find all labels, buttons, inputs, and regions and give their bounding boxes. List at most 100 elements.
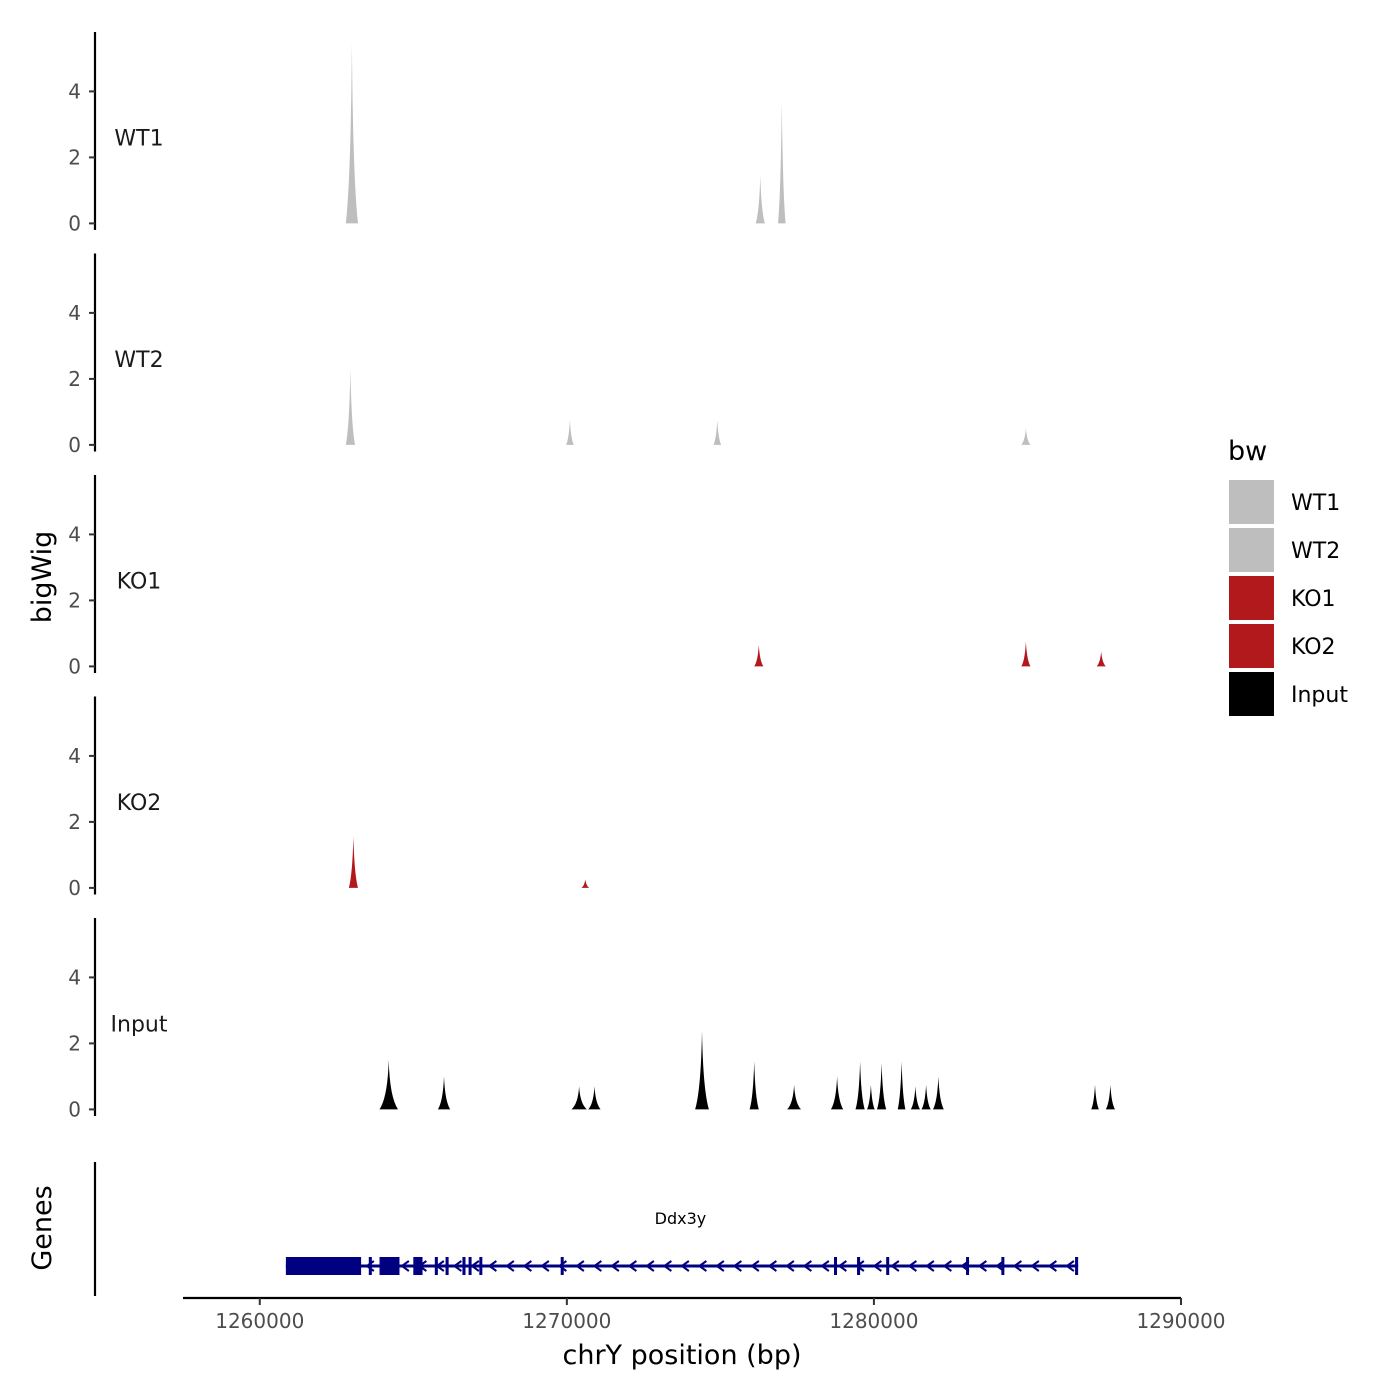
peak-input bbox=[830, 1076, 844, 1110]
peak-ko1 bbox=[1096, 651, 1106, 667]
y-tick-label-wt2: 0 bbox=[68, 433, 81, 457]
strand-arrow bbox=[1065, 1260, 1075, 1272]
gene-exon bbox=[1001, 1257, 1005, 1275]
y-tick-label-wt2: 4 bbox=[68, 301, 81, 325]
peak-wt1 bbox=[755, 175, 765, 224]
y-tick-label-input: 0 bbox=[68, 1097, 81, 1121]
y-tick-label-ko2: 0 bbox=[68, 876, 81, 900]
strand-arrow bbox=[1012, 1260, 1022, 1272]
y-tick-label-input: 2 bbox=[68, 1031, 81, 1055]
strand-arrow bbox=[470, 1260, 480, 1272]
strand-arrow bbox=[855, 1260, 865, 1272]
strand-arrow bbox=[487, 1260, 497, 1272]
track-label-input: Input bbox=[111, 1013, 168, 1038]
gene-exon bbox=[285, 1257, 362, 1275]
strand-arrow bbox=[785, 1260, 795, 1272]
peak-wt2 bbox=[345, 369, 355, 445]
strand-arrow bbox=[837, 1260, 847, 1272]
y-tick-label-ko2: 2 bbox=[68, 810, 81, 834]
gene-exon bbox=[368, 1257, 372, 1275]
strand-arrow bbox=[557, 1260, 567, 1272]
tracks-layer: 0 2 4 WT1 0 2 4 WT2 0 2 4 KO1 0 2 4 KO2 0 2 4 Input bbox=[68, 32, 1115, 1121]
y-tick-label-ko1: 2 bbox=[68, 588, 81, 612]
legend-key-input bbox=[1229, 672, 1274, 716]
strand-arrow bbox=[767, 1260, 777, 1272]
peak-input bbox=[1091, 1084, 1099, 1110]
gene-exon bbox=[479, 1257, 483, 1275]
track-ko2: 0 2 4 KO2 bbox=[68, 696, 590, 900]
x-tick-label: 1290000 bbox=[1136, 1309, 1225, 1333]
peak-input bbox=[1105, 1084, 1115, 1110]
peak-input bbox=[695, 1030, 709, 1110]
strand-arrow bbox=[505, 1260, 515, 1272]
peak-input bbox=[571, 1086, 587, 1110]
track-wt2: 0 2 4 WT2 bbox=[68, 253, 1031, 457]
y-tick-label-ko1: 0 bbox=[68, 654, 81, 678]
peak-input bbox=[921, 1084, 931, 1110]
strand-arrow bbox=[575, 1260, 585, 1272]
gene-exon bbox=[857, 1257, 861, 1275]
track-ko1: 0 2 4 KO1 bbox=[68, 475, 1106, 678]
y-axis-title: bigWig bbox=[27, 531, 58, 624]
peak-input bbox=[588, 1086, 601, 1110]
strand-arrow bbox=[942, 1260, 952, 1272]
strand-arrow bbox=[610, 1260, 620, 1272]
gene-exon bbox=[434, 1257, 438, 1275]
strand-arrow bbox=[732, 1260, 742, 1272]
y-tick-label-ko2: 4 bbox=[68, 744, 81, 768]
legend-key-ko1 bbox=[1229, 576, 1274, 620]
x-axis-title: chrY position (bp) bbox=[562, 1340, 801, 1371]
track-label-ko1: KO1 bbox=[117, 570, 162, 595]
peak-wt2 bbox=[713, 420, 722, 445]
gene-exon bbox=[966, 1257, 970, 1275]
gene-exon bbox=[379, 1257, 400, 1275]
gene-exon bbox=[445, 1257, 449, 1275]
peak-input bbox=[855, 1061, 865, 1110]
peak-wt2 bbox=[566, 420, 574, 445]
gene-exon bbox=[1075, 1257, 1079, 1275]
strand-arrow bbox=[645, 1260, 655, 1272]
peak-input bbox=[787, 1084, 801, 1110]
legend-label-input: Input bbox=[1291, 683, 1348, 708]
y-tick-label-wt1: 2 bbox=[68, 145, 81, 169]
y-tick-label-wt1: 0 bbox=[68, 211, 81, 235]
strand-arrow bbox=[925, 1260, 935, 1272]
peak-wt2 bbox=[1021, 428, 1031, 445]
legend-label-wt1: WT1 bbox=[1291, 491, 1340, 516]
legend-key-ko2 bbox=[1229, 624, 1274, 668]
strand-arrow bbox=[662, 1260, 672, 1272]
legend-title: bw bbox=[1228, 436, 1267, 467]
track-label-wt1: WT1 bbox=[114, 127, 163, 152]
strand-arrow bbox=[627, 1260, 637, 1272]
peak-ko1 bbox=[1021, 641, 1031, 667]
strand-arrow bbox=[1030, 1260, 1040, 1272]
x-tick-label: 1270000 bbox=[522, 1309, 611, 1333]
strand-arrow bbox=[977, 1260, 987, 1272]
gene-track: Ddx3y 1260000 1270000 1280000 1290000 bbox=[93, 1162, 1226, 1333]
track-label-wt2: WT2 bbox=[114, 348, 163, 373]
peak-input bbox=[867, 1084, 875, 1110]
gene-track-title: Genes bbox=[27, 1185, 58, 1270]
peak-input bbox=[910, 1086, 920, 1110]
strand-arrow bbox=[872, 1260, 882, 1272]
gene-exon bbox=[560, 1257, 564, 1275]
peak-wt1 bbox=[778, 101, 786, 224]
y-tick-label-wt2: 2 bbox=[68, 367, 81, 391]
peak-input bbox=[897, 1061, 906, 1110]
peak-input bbox=[933, 1076, 944, 1110]
x-tick-label: 1280000 bbox=[829, 1309, 918, 1333]
strand-arrow bbox=[522, 1260, 532, 1272]
track-input: 0 2 4 Input bbox=[68, 918, 1115, 1121]
gene-exon bbox=[468, 1257, 472, 1275]
track-wt1: 0 2 4 WT1 bbox=[68, 32, 786, 235]
peak-input bbox=[379, 1059, 398, 1110]
strand-arrow bbox=[452, 1260, 462, 1272]
legend-key-wt1 bbox=[1229, 480, 1274, 524]
strand-arrow bbox=[715, 1260, 725, 1272]
strand-arrow bbox=[890, 1260, 900, 1272]
strand-arrow bbox=[750, 1260, 760, 1272]
strand-arrow bbox=[820, 1260, 830, 1272]
x-tick-label: 1260000 bbox=[215, 1309, 304, 1333]
